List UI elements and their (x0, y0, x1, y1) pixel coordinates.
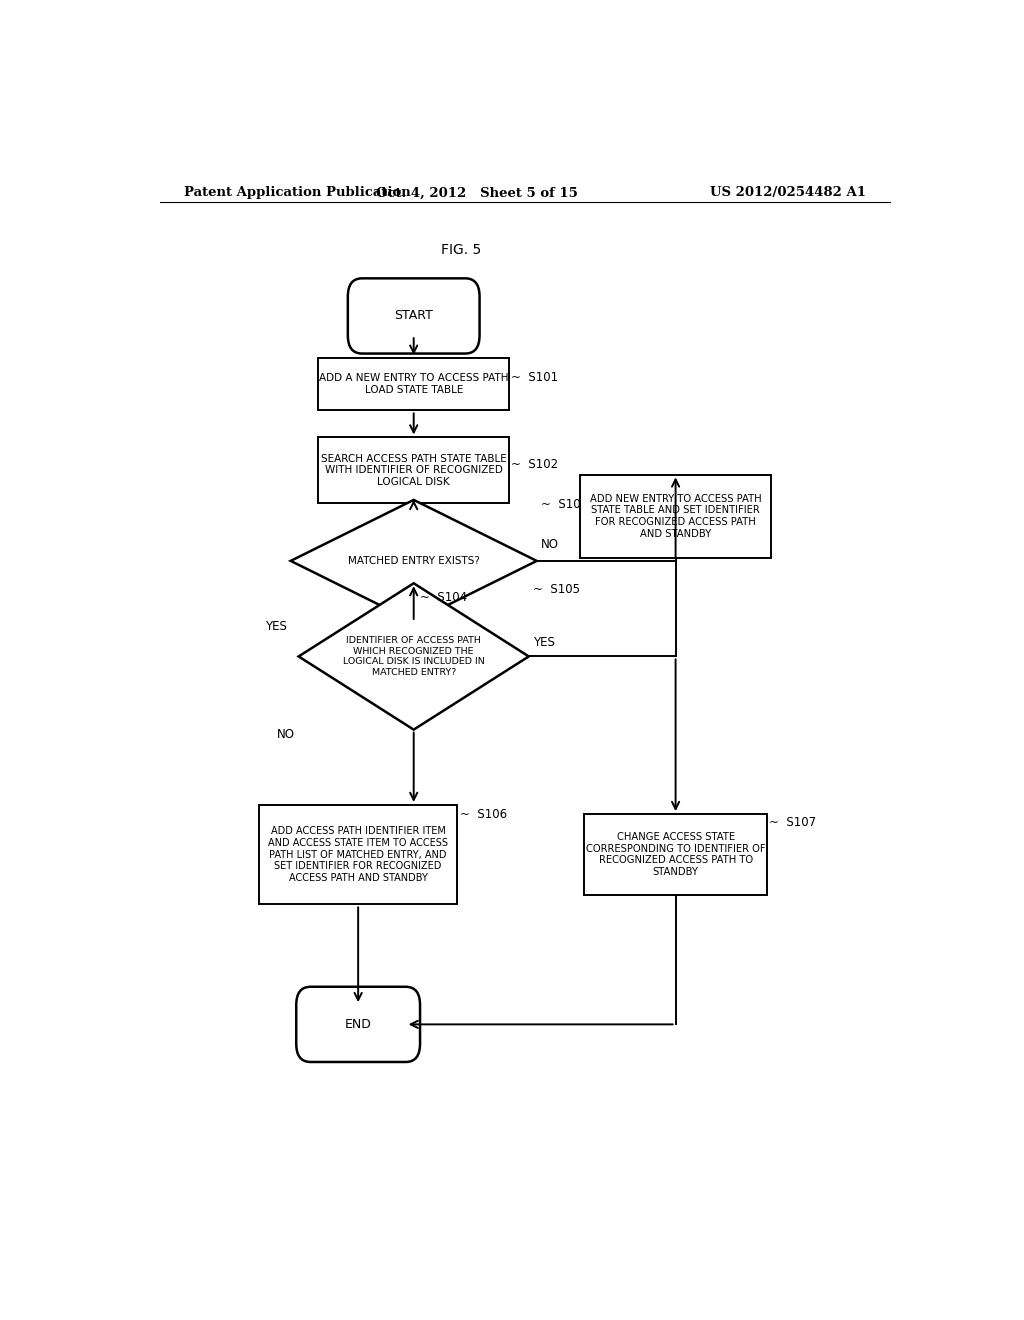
Text: YES: YES (265, 620, 287, 634)
Text: IDENTIFIER OF ACCESS PATH
WHICH RECOGNIZED THE
LOGICAL DISK IS INCLUDED IN
MATCH: IDENTIFIER OF ACCESS PATH WHICH RECOGNIZ… (343, 636, 484, 677)
Text: FIG. 5: FIG. 5 (441, 243, 481, 257)
Text: US 2012/0254482 A1: US 2012/0254482 A1 (710, 186, 866, 199)
Text: SEARCH ACCESS PATH STATE TABLE
WITH IDENTIFIER OF RECOGNIZED
LOGICAL DISK: SEARCH ACCESS PATH STATE TABLE WITH IDEN… (321, 454, 507, 487)
Text: ~  S101: ~ S101 (511, 371, 558, 384)
Text: ~  S102: ~ S102 (511, 458, 558, 471)
FancyBboxPatch shape (318, 437, 509, 503)
Text: MATCHED ENTRY EXISTS?: MATCHED ENTRY EXISTS? (348, 556, 479, 566)
Text: ADD NEW ENTRY TO ACCESS PATH
STATE TABLE AND SET IDENTIFIER
FOR RECOGNIZED ACCES: ADD NEW ENTRY TO ACCESS PATH STATE TABLE… (590, 494, 762, 539)
FancyBboxPatch shape (581, 474, 771, 558)
Text: ~  S107: ~ S107 (769, 816, 816, 829)
FancyBboxPatch shape (296, 987, 420, 1063)
Text: Oct. 4, 2012   Sheet 5 of 15: Oct. 4, 2012 Sheet 5 of 15 (376, 186, 579, 199)
FancyBboxPatch shape (259, 805, 458, 904)
Polygon shape (299, 583, 528, 730)
Text: START: START (394, 309, 433, 322)
Polygon shape (291, 500, 537, 622)
FancyBboxPatch shape (585, 814, 767, 895)
Text: ~  S106: ~ S106 (460, 808, 507, 821)
Text: NO: NO (276, 729, 295, 742)
Text: ADD ACCESS PATH IDENTIFIER ITEM
AND ACCESS STATE ITEM TO ACCESS
PATH LIST OF MAT: ADD ACCESS PATH IDENTIFIER ITEM AND ACCE… (268, 826, 449, 883)
FancyBboxPatch shape (318, 358, 509, 411)
FancyBboxPatch shape (348, 279, 479, 354)
Text: ~  S104: ~ S104 (420, 591, 467, 605)
Text: YES: YES (532, 636, 555, 648)
Text: END: END (345, 1018, 372, 1031)
Text: CHANGE ACCESS STATE
CORRESPONDING TO IDENTIFIER OF
RECOGNIZED ACCESS PATH TO
STA: CHANGE ACCESS STATE CORRESPONDING TO IDE… (586, 832, 765, 876)
Text: ~  S105: ~ S105 (532, 583, 580, 595)
Text: NO: NO (541, 539, 559, 552)
Text: ADD A NEW ENTRY TO ACCESS PATH
LOAD STATE TABLE: ADD A NEW ENTRY TO ACCESS PATH LOAD STAT… (318, 374, 509, 395)
Text: Patent Application Publication: Patent Application Publication (183, 186, 411, 199)
Text: ~  S103: ~ S103 (541, 499, 588, 511)
